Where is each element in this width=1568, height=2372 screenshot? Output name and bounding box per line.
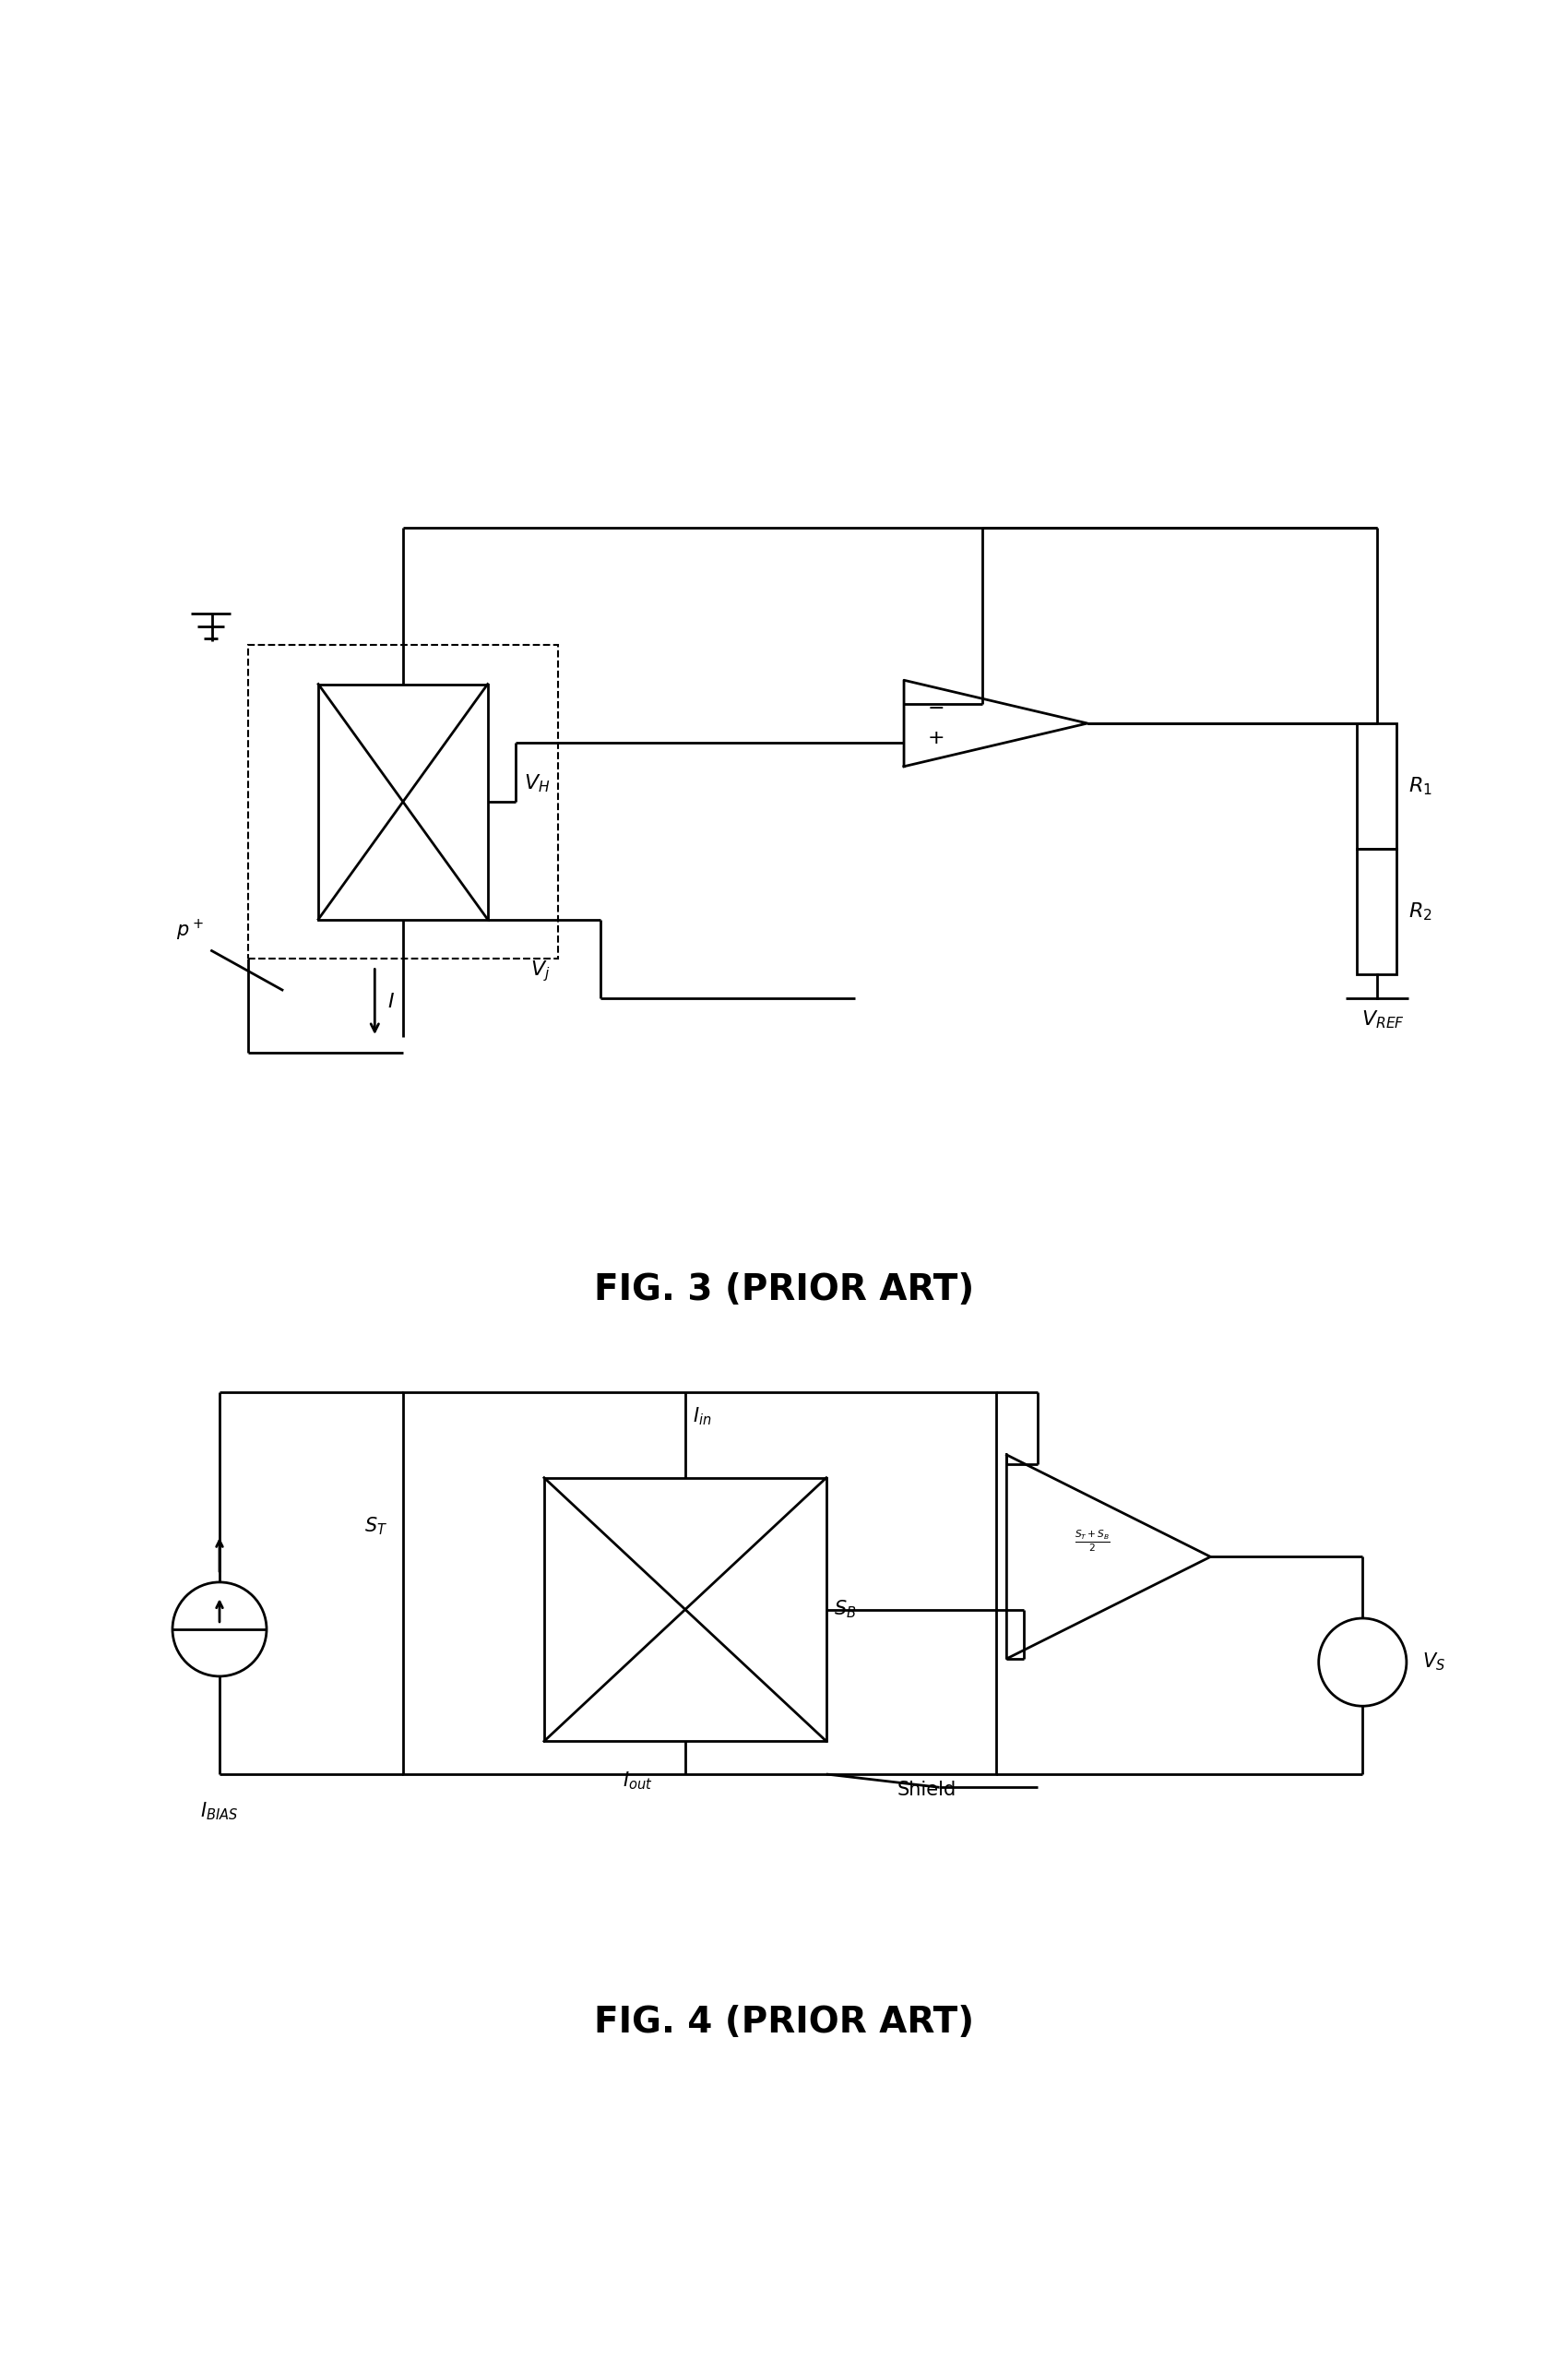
Text: $S_T$: $S_T$ [364,1516,387,1537]
Text: FIG. 3 (PRIOR ART): FIG. 3 (PRIOR ART) [594,1271,974,1307]
Text: $I_{in}$: $I_{in}$ [693,1404,712,1428]
Text: $I_{out}$: $I_{out}$ [622,1770,652,1791]
Text: $V_{REF}$: $V_{REF}$ [1361,1008,1405,1029]
Bar [544,1478,826,1741]
Text: $V_H$: $V_H$ [524,773,550,795]
Bar [403,1392,996,1774]
Text: −: − [928,700,944,716]
Text: FIG. 4 (PRIOR ART): FIG. 4 (PRIOR ART) [594,2004,974,2040]
Text: $S_B$: $S_B$ [834,1599,856,1620]
Bar [1358,849,1397,975]
Text: $I_{BIAS}$: $I_{BIAS}$ [201,1800,238,1822]
Bar [248,645,558,958]
Text: $p^+$: $p^+$ [176,918,204,944]
Text: Shield: Shield [897,1781,956,1800]
Text: $R_2$: $R_2$ [1408,901,1433,923]
Text: $\frac{S_T+S_B}{2}$: $\frac{S_T+S_B}{2}$ [1076,1528,1110,1554]
Text: $V_S$: $V_S$ [1422,1651,1446,1672]
Bar [318,683,488,920]
Text: +: + [928,728,944,747]
Text: $R_1$: $R_1$ [1408,776,1433,797]
Bar [1358,723,1397,849]
Text: $V_j$: $V_j$ [530,958,550,984]
Text: $I$: $I$ [387,991,395,1010]
